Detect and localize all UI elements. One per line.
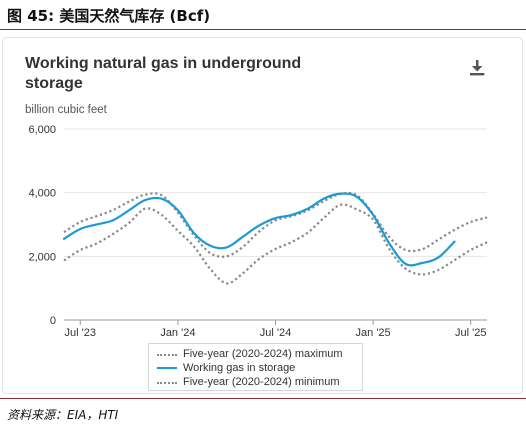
y-tick-label: 2,000 xyxy=(28,251,56,263)
figure-header: 图 45: 美国天然气库存 (Bcf) xyxy=(0,0,526,30)
y-axis-label: billion cubic feet xyxy=(25,104,107,116)
legend-swatch-storage xyxy=(157,367,177,369)
x-tick-label: Jul '24 xyxy=(260,327,291,339)
series-line-storage xyxy=(62,192,456,267)
legend-swatch-maximum xyxy=(157,354,177,356)
y-tick-label: 6,000 xyxy=(28,124,56,136)
legend-label-maximum: Five-year (2020-2024) maximum xyxy=(183,348,343,360)
x-tick-label: Jan '25 xyxy=(356,327,391,339)
legend-label-minimum: Five-year (2020-2024) minimum xyxy=(183,376,340,388)
x-tick-label: Jan '24 xyxy=(160,327,195,339)
source-note: 资料来源：EIA，HTI xyxy=(7,408,119,422)
chart-legend: Five-year (2020-2024) maximum Working ga… xyxy=(148,343,363,391)
y-tick-label: 4,000 xyxy=(28,188,56,200)
figure-title: 图 45: 美国天然气库存 (Bcf) xyxy=(7,7,211,25)
chart-card xyxy=(2,37,523,394)
legend-label-storage: Working gas in storage xyxy=(183,362,296,374)
legend-swatch-minimum xyxy=(157,382,177,384)
series-line-maximum xyxy=(63,191,488,258)
x-tick-label: Jul '23 xyxy=(65,327,96,339)
figure-footer: 资料来源：EIA，HTI xyxy=(0,398,526,428)
series-line-minimum xyxy=(63,203,488,285)
x-tick-label: Jul '25 xyxy=(455,327,486,339)
download-icon[interactable] xyxy=(467,58,487,78)
y-tick-label: 0 xyxy=(50,315,56,327)
chart-title: Working natural gas in underground stora… xyxy=(25,55,302,92)
